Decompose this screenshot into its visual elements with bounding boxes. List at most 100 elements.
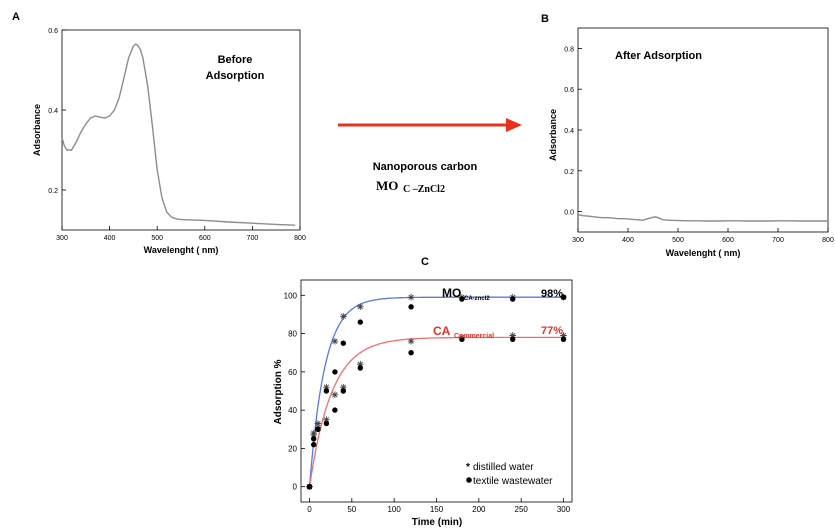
panel-c-xtick-label: 200 xyxy=(472,505,486,514)
panel-c-fit-curves xyxy=(308,296,564,487)
panel-a-xtick-label: 800 xyxy=(294,235,306,242)
arrow-label-mo: MO xyxy=(376,178,398,193)
panel-label-a: A xyxy=(12,11,20,23)
panel-b-ylabel: Adsorbance xyxy=(548,109,558,161)
panel-c-ytick-label: 60 xyxy=(288,368,297,377)
legend-marker-circle xyxy=(466,477,472,483)
point-mo-textile-wastewater xyxy=(323,388,330,394)
panel-b-xtick-label: 700 xyxy=(772,237,784,244)
point-ca-distilled-water xyxy=(407,337,415,345)
panel-b-ticks: 300 400 500 600 700 800 0.0 0.2 0.4 0.6 0.8 xyxy=(564,46,834,244)
point-ca-distilled-water xyxy=(560,332,567,339)
point-mo-textile-wastewater xyxy=(311,441,317,448)
annotation-mo: MO xyxy=(442,286,461,300)
panel-a-annotation-line1: Before xyxy=(218,54,253,66)
panel-b-spectrum: 300 400 500 600 700 800 0.0 0.2 0.4 0.6 0.8 After … xyxy=(548,27,834,258)
panel-a-xtick-label: 300 xyxy=(56,235,68,242)
point-ca-distilled-water xyxy=(509,332,516,339)
point-ca-distilled-water xyxy=(331,391,339,399)
panel-a-ytick-label: 0.2 xyxy=(48,188,58,195)
point-mo-distilled-water xyxy=(340,313,347,320)
panel-c-ytick-label: 100 xyxy=(284,291,298,300)
fit-curve-mo xyxy=(308,296,564,487)
point-mo-textile-wastewater xyxy=(560,294,567,300)
panel-a-ytick-label: 0.4 xyxy=(48,108,58,115)
panel-c-xtick-label: 150 xyxy=(430,505,444,514)
legend-entry-textile-wastewater: textile wastewater xyxy=(473,476,553,487)
point-mo-distilled-water xyxy=(323,383,330,391)
point-ca-textile-wastewater xyxy=(332,407,338,413)
panel-b-ytick-label: 0.4 xyxy=(564,128,574,135)
panel-c-kinetics: 0 50 100 150 200 250 300 0 20 40 60 80 100 MO CA-znc… xyxy=(273,279,573,528)
point-ca-textile-wastewater xyxy=(560,336,567,342)
panel-c-xtick-label: 0 xyxy=(307,505,312,514)
panel-c-xtick-label: 250 xyxy=(515,505,529,514)
panel-b-xtick-label: 300 xyxy=(572,237,584,244)
panel-c-xtick-label: 300 xyxy=(557,505,571,514)
annotation-ca-percent: 77% xyxy=(541,325,563,337)
panel-b-xtick-label: 600 xyxy=(722,237,734,244)
point-ca-textile-wastewater xyxy=(323,420,330,427)
legend-entry-distilled-water: distilled water xyxy=(473,462,534,473)
panel-b-xtick-label: 400 xyxy=(622,237,634,244)
panel-b-xtick-label: 500 xyxy=(672,237,684,244)
point-ca-textile-wastewater xyxy=(306,484,313,490)
panel-a-xtick-label: 500 xyxy=(151,235,163,242)
panel-label-c: C xyxy=(421,256,429,268)
panel-c-xtick-label: 50 xyxy=(347,505,356,514)
point-mo-textile-wastewater xyxy=(340,340,346,346)
panel-c-ylabel: Adsorption % xyxy=(273,359,284,424)
legend-marker-asterisk: * xyxy=(466,462,470,473)
point-mo-textile-wastewater xyxy=(510,296,516,302)
panel-c-ticks: 0 50 100 150 200 250 300 0 20 40 60 80 100 xyxy=(284,291,571,514)
point-mo-distilled-water xyxy=(357,303,364,311)
point-ca-textile-wastewater xyxy=(357,365,363,371)
point-mo-textile-wastewater xyxy=(357,319,363,325)
point-ca-distilled-water xyxy=(340,383,347,391)
point-ca-distilled-water xyxy=(357,360,364,368)
panel-a-spectrum-line xyxy=(61,43,296,226)
process-arrow: Nanoporous carbon MO C –ZnCl2 xyxy=(338,118,522,195)
panel-b-ytick-label: 0.8 xyxy=(564,46,574,53)
panel-a-frame xyxy=(61,29,301,231)
annotation-mo-percent: 98% xyxy=(541,288,563,300)
panel-a-spectrum: 300 400 500 600 700 800 0.2 0.4 0.6 Before Adsor… xyxy=(32,28,306,255)
point-mo-distilled-water xyxy=(407,293,415,301)
point-mo-textile-wastewater xyxy=(332,369,338,375)
point-ca-textile-wastewater xyxy=(340,388,346,394)
panel-a-ticks: 300 400 500 600 700 800 0.2 0.4 0.6 xyxy=(48,28,306,242)
arrow-label-subscript: C –ZnCl2 xyxy=(403,184,445,195)
arrow-label-line1: Nanoporous carbon xyxy=(373,161,478,173)
point-mo-textile-wastewater xyxy=(408,304,414,310)
panel-b-ytick-label: 0.0 xyxy=(564,210,574,217)
point-mo-distilled-water xyxy=(331,337,339,345)
panel-c-xtick-label: 100 xyxy=(387,505,401,514)
point-mo-distilled-water xyxy=(314,420,322,427)
panel-a-annotation-line2: Adsorption xyxy=(206,70,265,82)
point-ca-textile-wastewater xyxy=(408,350,414,356)
point-ca-textile-wastewater xyxy=(510,336,516,342)
annotation-ca-subscript: Commercial xyxy=(454,333,494,340)
point-ca-textile-wastewater xyxy=(315,426,321,432)
annotation-mo-subscript: CA-zncl2 xyxy=(464,296,490,302)
panel-a-xtick-label: 700 xyxy=(247,235,259,242)
panel-label-b: B xyxy=(541,13,549,25)
panel-c-markers xyxy=(306,293,567,490)
panel-b-annotation: After Adsorption xyxy=(615,50,702,62)
point-ca-textile-wastewater xyxy=(311,436,317,442)
legend: * distilled water textile wastewater xyxy=(466,462,553,487)
point-mo-textile-wastewater xyxy=(459,296,465,302)
panel-a-ytick-label: 0.6 xyxy=(48,28,58,35)
panel-c-ytick-label: 40 xyxy=(288,406,297,415)
fit-curve-ca xyxy=(308,336,564,487)
panel-b-ytick-label: 0.6 xyxy=(564,87,574,94)
panel-b-xtick-label: 800 xyxy=(822,237,834,244)
panel-c-ytick-label: 20 xyxy=(288,444,297,453)
panel-a-xtick-label: 400 xyxy=(104,235,116,242)
panel-c-ytick-label: 80 xyxy=(288,330,297,339)
panel-a-xtick-label: 600 xyxy=(199,235,211,242)
panel-b-ytick-label: 0.2 xyxy=(564,169,574,176)
panel-a-xlabel: Wavelenght ( nm) xyxy=(144,245,219,255)
panel-c-xlabel: Time (min) xyxy=(412,517,462,528)
